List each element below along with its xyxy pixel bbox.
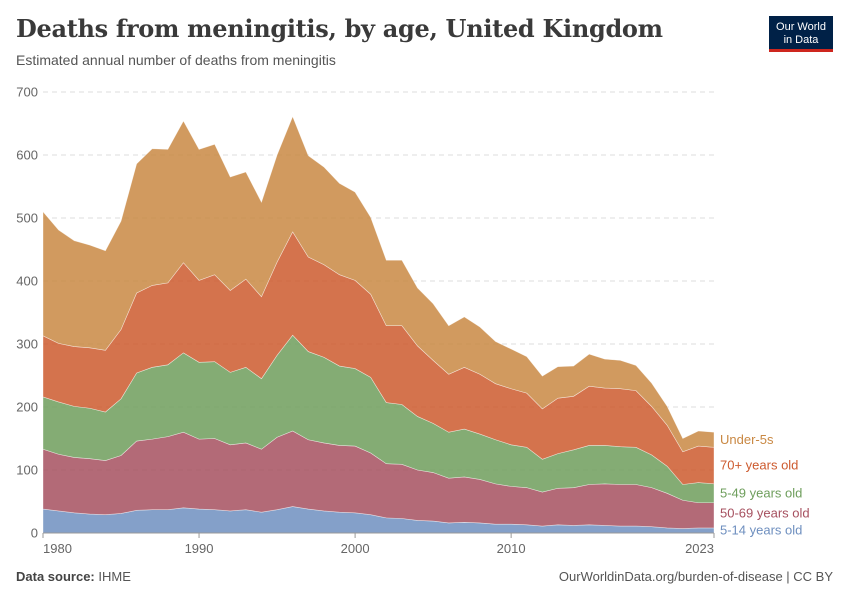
x-tick-label: 2010: [497, 541, 526, 556]
area-series: [42, 115, 715, 534]
y-tick-label: 0: [31, 526, 38, 541]
y-tick-label: 500: [16, 211, 38, 226]
x-tick-label: 2000: [341, 541, 370, 556]
series-label: 5-49 years old: [720, 485, 802, 500]
y-tick-label: 300: [16, 337, 38, 352]
series-label: 70+ years old: [720, 458, 798, 473]
y-axis-ticks: 0 100 200 300 400 500 600 700: [16, 85, 38, 541]
y-tick-label: 600: [16, 148, 38, 163]
chart-title: Deaths from meningitis, by age, United K…: [16, 14, 663, 43]
chart-subtitle: Estimated annual number of deaths from m…: [16, 52, 336, 68]
owid-logo[interactable]: Our World in Data: [769, 16, 833, 52]
y-tick-label: 200: [16, 400, 38, 415]
series-label: 5-14 years old: [720, 522, 802, 537]
y-tick-label: 100: [16, 463, 38, 478]
logo-line-1: Our World: [776, 20, 826, 33]
y-tick-label: 400: [16, 274, 38, 289]
x-tick-label: 2023: [685, 541, 714, 556]
series-label: Under-5s: [720, 432, 774, 447]
y-tick-label: 700: [16, 85, 38, 100]
series-labels: 5-14 years old 50-69 years old 5-49 years …: [720, 432, 810, 538]
x-axis: 1980 1990 2000 2010 2023: [42, 532, 715, 556]
series-label: 50-69 years old: [720, 505, 810, 520]
area-under-5s[interactable]: [42, 115, 715, 453]
logo-line-2: in Data: [783, 33, 819, 46]
data-source-label: Data source:: [16, 569, 95, 584]
x-tick-label: 1980: [43, 541, 72, 556]
data-source-value: IHME: [98, 569, 131, 584]
source-url-link[interactable]: OurWorldinData.org/burden-of-disease | C…: [558, 569, 833, 584]
x-tick-label: 1990: [185, 541, 214, 556]
data-source: Data source: IHME: [16, 569, 131, 584]
